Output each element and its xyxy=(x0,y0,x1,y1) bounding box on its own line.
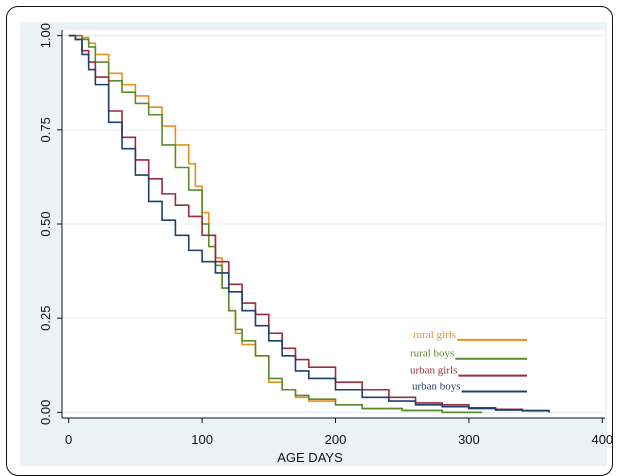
series-lines xyxy=(68,34,550,414)
series-line-urban-boys xyxy=(68,34,550,413)
y-tick-label-0: 0.00 xyxy=(38,400,53,425)
y-tick-label-1: 0.25 xyxy=(38,306,53,331)
x-tick-label-0: 0 xyxy=(65,432,72,447)
x-tick-label-3: 300 xyxy=(458,432,480,447)
y-tick-label-2: 0.50 xyxy=(38,211,53,236)
y-tick-label-3: 0.75 xyxy=(38,117,53,142)
axes: 0.00 0.25 0.50 0.75 1.00 0 100 200 300 400 xyxy=(38,23,613,447)
legend-label-0: rural girls xyxy=(413,329,456,341)
x-tick-label-2: 200 xyxy=(325,432,347,447)
survival-chart: 0.00 0.25 0.50 0.75 1.00 0 100 200 300 400 rural … xyxy=(38,23,613,465)
legend-label-3: urban boys xyxy=(412,381,461,393)
y-tick-label-4: 1.00 xyxy=(38,23,53,48)
x-tick-label-1: 100 xyxy=(191,432,213,447)
x-axis-title: AGE DAYS xyxy=(277,450,343,465)
gridlines xyxy=(62,35,605,413)
legend: rural girls rural boys urban girls urban bo… xyxy=(410,329,527,393)
legend-label-1: rural boys xyxy=(410,348,454,360)
legend-label-2: urban girls xyxy=(410,365,457,377)
x-tick-label-4: 400 xyxy=(591,432,613,447)
